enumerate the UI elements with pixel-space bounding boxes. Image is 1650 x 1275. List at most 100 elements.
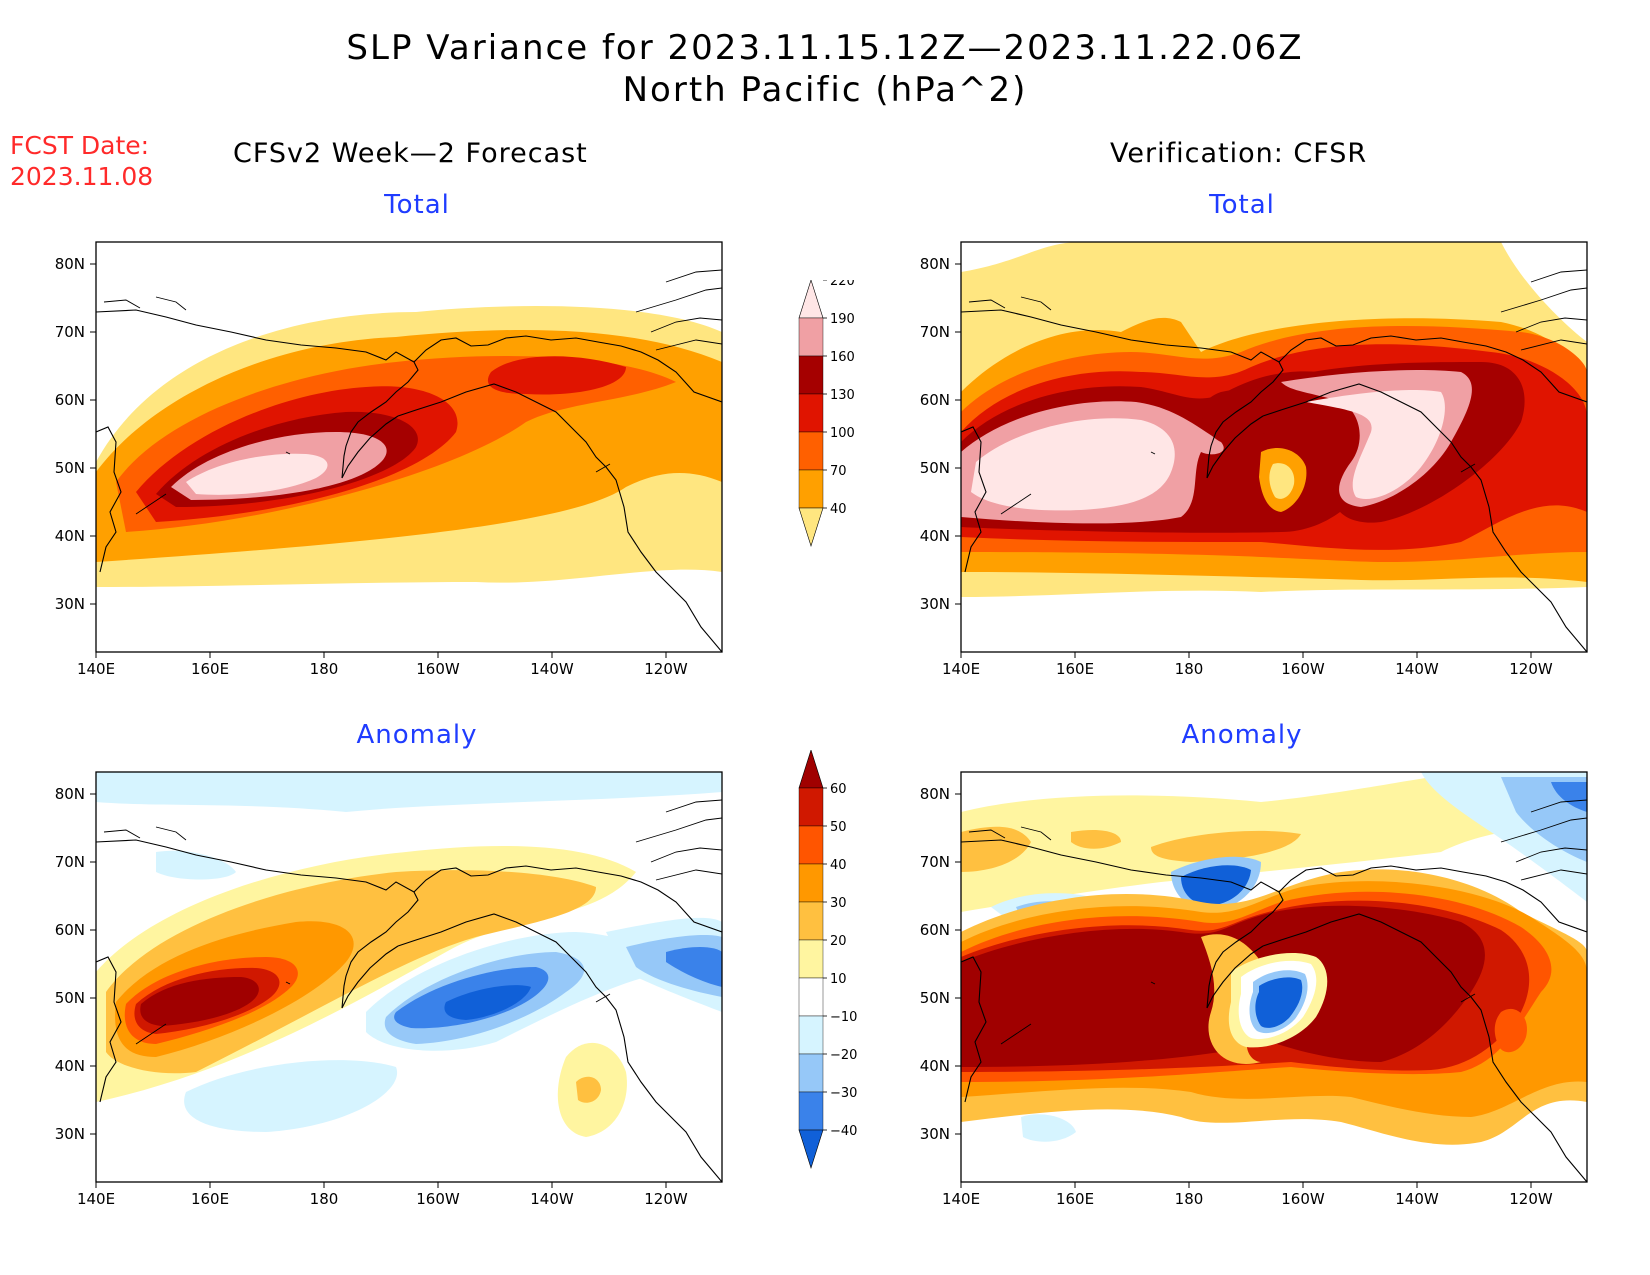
colorbar-label: 220 xyxy=(830,280,855,289)
colorbar-label: 20 xyxy=(830,934,847,949)
lat-tick-label: 80N xyxy=(55,255,85,273)
lat-tick-label: 30N xyxy=(920,1125,950,1143)
forecast-anomaly-map: 80N 70N 60N 50N 40N 30N 140E 160E 180 16… xyxy=(55,771,723,1208)
lat-tick-label: 80N xyxy=(920,785,950,803)
lat-tick-label: 50N xyxy=(55,459,85,477)
lat-tick-label: 50N xyxy=(55,989,85,1007)
lon-tick-label: 140W xyxy=(530,660,574,678)
lon-tick-label: 180 xyxy=(1175,1190,1204,1208)
colorbar-segment xyxy=(798,787,824,827)
colorbar-label: −30 xyxy=(830,1086,857,1101)
colorbar-label: 130 xyxy=(830,388,855,403)
lat-tick-label: 80N xyxy=(920,255,950,273)
colorbar-label: −10 xyxy=(830,1010,857,1025)
lon-tick-label: 160E xyxy=(1056,660,1094,678)
lat-tick-label: 30N xyxy=(55,595,85,613)
verify-anomaly-subtitle: Anomaly xyxy=(1181,720,1303,750)
colorbar-segment xyxy=(798,1053,824,1093)
colorbar-label: 160 xyxy=(830,350,855,365)
lat-tick-label: 70N xyxy=(920,323,950,341)
verify-anomaly-map: 80N 70N 60N 50N 40N 30N 140E 160E 180 16… xyxy=(920,771,1588,1208)
forecast-total-subtitle: Total xyxy=(384,190,450,220)
lat-tick-label: 40N xyxy=(920,527,950,545)
colorbar-label: 10 xyxy=(830,972,847,987)
verification-column-title: Verification: CFSR xyxy=(1110,138,1368,169)
anomaly-colorbar: −40 −30 −20 −10 10 20 30 40 50 60 xyxy=(798,750,857,1169)
main-subtitle: North Pacific (hPa^2) xyxy=(622,70,1028,110)
colorbar-segment xyxy=(798,1015,824,1055)
lon-tick-label: 120W xyxy=(644,660,688,678)
lat-tick-label: 40N xyxy=(55,527,85,545)
colorbar-cap xyxy=(798,750,824,789)
lon-tick-label: 120W xyxy=(1509,660,1553,678)
lon-tick-label: 140E xyxy=(77,660,115,678)
lon-tick-label: 140E xyxy=(942,1190,980,1208)
fcst-label: FCST Date: xyxy=(10,131,150,160)
lon-tick-label: 120W xyxy=(644,1190,688,1208)
lat-tick-label: 60N xyxy=(920,921,950,939)
forecast-total-map: 80N 70N 60N 50N 40N 30N 140E 160E 180 16… xyxy=(55,241,723,678)
colorbar-label: 50 xyxy=(830,820,847,835)
lon-tick-label: 140W xyxy=(1395,660,1439,678)
colorbar-segment xyxy=(798,939,824,979)
colorbar-label: −40 xyxy=(830,1124,857,1139)
colorbar-segment xyxy=(798,317,824,357)
total-colorbar: 40 70 100 130 160 190 220 xyxy=(798,280,855,547)
colorbar-segment xyxy=(798,469,824,509)
colorbar-segment xyxy=(798,977,824,1017)
lon-tick-label: 140W xyxy=(530,1190,574,1208)
colorbar-segment xyxy=(798,825,824,865)
colorbar-cap xyxy=(798,1129,824,1169)
colorbar-segment xyxy=(798,901,824,941)
lat-tick-label: 70N xyxy=(55,853,85,871)
lon-tick-label: 180 xyxy=(310,660,339,678)
verify-total-subtitle: Total xyxy=(1209,190,1275,220)
colorbar-label: 40 xyxy=(830,502,847,517)
fcst-date: 2023.11.08 xyxy=(10,162,154,191)
lon-tick-label: 160W xyxy=(416,1190,460,1208)
colorbar-label: 190 xyxy=(830,312,855,327)
colorbar-label: 30 xyxy=(830,896,847,911)
colorbar-label: 100 xyxy=(830,426,855,441)
forecast-anomaly-subtitle: Anomaly xyxy=(356,720,478,750)
lat-tick-label: 60N xyxy=(920,391,950,409)
lon-tick-label: 160E xyxy=(191,660,229,678)
lon-tick-label: 180 xyxy=(310,1190,339,1208)
lon-tick-label: 140E xyxy=(77,1190,115,1208)
verify-total-map: 80N 70N 60N 50N 40N 30N 140E 160E 180 16… xyxy=(920,241,1588,678)
colorbar-segment xyxy=(798,393,824,433)
main-title: SLP Variance for 2023.11.15.12Z—2023.11.… xyxy=(346,28,1304,68)
lat-tick-label: 40N xyxy=(920,1057,950,1075)
colorbar-segment xyxy=(798,355,824,395)
lon-tick-label: 140W xyxy=(1395,1190,1439,1208)
lat-tick-label: 50N xyxy=(920,459,950,477)
lon-tick-label: 160W xyxy=(1281,1190,1325,1208)
colorbar-segment xyxy=(798,1091,824,1131)
colorbar-label: 70 xyxy=(830,464,847,479)
lat-tick-label: 60N xyxy=(55,391,85,409)
colorbar-label: −20 xyxy=(830,1048,857,1063)
colorbar-cap xyxy=(798,507,824,547)
colorbar-label: 40 xyxy=(830,858,847,873)
lon-tick-label: 160W xyxy=(416,660,460,678)
lon-tick-label: 160E xyxy=(1056,1190,1094,1208)
forecast-column-title: CFSv2 Week—2 Forecast xyxy=(233,138,588,169)
lat-tick-label: 70N xyxy=(55,323,85,341)
lat-tick-label: 60N xyxy=(55,921,85,939)
lon-tick-label: 120W xyxy=(1509,1190,1553,1208)
fcst-date-label: FCST Date: 2023.11.08 xyxy=(10,130,153,192)
lat-tick-label: 40N xyxy=(55,1057,85,1075)
colorbar-segment xyxy=(798,863,824,903)
colorbar-cap xyxy=(798,280,824,319)
lat-tick-label: 70N xyxy=(920,853,950,871)
colorbar-label: 60 xyxy=(830,782,847,797)
lon-tick-label: 160W xyxy=(1281,660,1325,678)
lon-tick-label: 140E xyxy=(942,660,980,678)
lat-tick-label: 30N xyxy=(920,595,950,613)
lon-tick-label: 160E xyxy=(191,1190,229,1208)
lon-tick-label: 180 xyxy=(1175,660,1204,678)
lat-tick-label: 30N xyxy=(55,1125,85,1143)
lat-tick-label: 50N xyxy=(920,989,950,1007)
lat-tick-label: 80N xyxy=(55,785,85,803)
colorbar-segment xyxy=(798,431,824,471)
